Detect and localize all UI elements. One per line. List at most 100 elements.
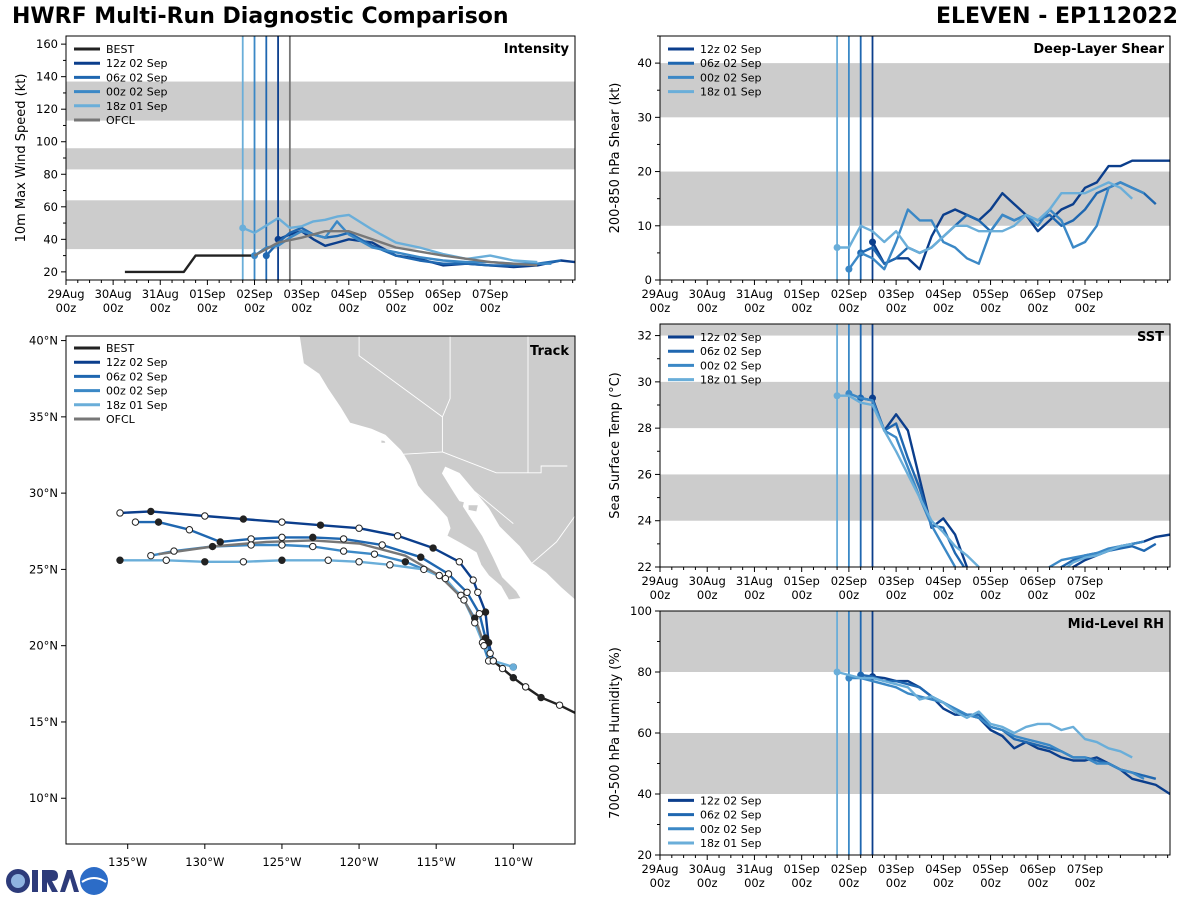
intensity-ytick-label: 100 bbox=[36, 135, 58, 149]
intensity-xtick-label: 02Sep 00z bbox=[236, 287, 272, 315]
intensity-band-0 bbox=[66, 200, 575, 250]
intensity-xtick-label-date: 31Aug bbox=[142, 287, 179, 301]
sst-xtick-label-hour: 00z bbox=[697, 588, 718, 602]
sst-series-00z-02-sep bbox=[848, 392, 1145, 567]
track-point-12z-02-sep bbox=[278, 518, 286, 526]
intensity-ylabel: 10m Max Wind Speed (kt) bbox=[14, 74, 29, 243]
cira-logo bbox=[6, 867, 108, 895]
sst-ytick-label: 32 bbox=[637, 329, 652, 343]
track-ytick-label: 30°N bbox=[29, 486, 58, 500]
intensity-xtick-label-hour: 00z bbox=[338, 301, 359, 315]
intensity-xtick-label: 30Aug 00z bbox=[95, 287, 132, 315]
shear-xtick-label: 30Aug 00z bbox=[689, 287, 726, 315]
shear-init-marker-18z-01-sep bbox=[833, 243, 841, 251]
track-panel: 10°N 15°N 20°N 25°N 30°N 35°N 40°N 135°W 130°W 12… bbox=[29, 334, 576, 869]
track-point-12z-02-sep bbox=[201, 512, 209, 520]
sst-xtick-label: 06Sep 00z bbox=[1020, 574, 1056, 602]
sst-xtick-label: 29Aug 00z bbox=[641, 574, 678, 602]
sst-init-marker-18z-01-sep bbox=[833, 392, 841, 400]
boundary-line-5 bbox=[474, 491, 514, 524]
shear-ytick-label: 10 bbox=[637, 219, 652, 233]
intensity-series-best bbox=[124, 254, 255, 274]
intensity-xtick-label: 05Sep 00z bbox=[378, 287, 414, 315]
shear-xtick-label-hour: 00z bbox=[1027, 301, 1048, 315]
intensity-xtick-label-date: 29Aug bbox=[47, 287, 84, 301]
rh-xtick-label-hour: 00z bbox=[1075, 876, 1096, 890]
track-point-18z-01-sep bbox=[471, 619, 479, 627]
legend-label-ofcl: OFCL bbox=[106, 413, 136, 426]
track-point-12z-02-sep bbox=[469, 576, 477, 584]
sst-xtick-label-date: 01Sep bbox=[784, 574, 820, 588]
intensity-band-1 bbox=[66, 148, 575, 170]
sst-ytick-label: 22 bbox=[637, 560, 652, 574]
rh-xtick-label-hour: 00z bbox=[886, 876, 907, 890]
shear-xtick-label-date: 30Aug bbox=[689, 287, 726, 301]
track-xtick-label: 125°W bbox=[262, 855, 301, 869]
sst-xtick-label-hour: 00z bbox=[839, 588, 860, 602]
shear-xtick-label-date: 06Sep bbox=[1020, 287, 1056, 301]
shear-xtick-label-hour: 00z bbox=[933, 301, 954, 315]
intensity-xtick-label-hour: 00z bbox=[386, 301, 407, 315]
shear-init-marker-12z-02-sep bbox=[869, 238, 876, 246]
rh-title: Mid-Level RH bbox=[1068, 617, 1164, 632]
shear-band-1 bbox=[660, 63, 1170, 118]
sst-xtick-label-hour: 00z bbox=[980, 588, 1001, 602]
track-ofcl bbox=[158, 539, 487, 650]
sst-xtick-label-hour: 00z bbox=[650, 588, 671, 602]
track-xtick-label: 135°W bbox=[108, 855, 147, 869]
rh-plot-area bbox=[660, 611, 1170, 855]
shear-xtick-label-hour: 00z bbox=[980, 301, 1001, 315]
sst-xtick-label-date: 07Sep bbox=[1067, 574, 1103, 588]
sst-xtick-label: 31Aug 00z bbox=[736, 574, 773, 602]
sst-xtick-label: 01Sep 00z bbox=[784, 574, 820, 602]
track-point-12z-02-sep bbox=[455, 558, 464, 566]
boundary-line-2 bbox=[442, 451, 568, 474]
sst-ytick-label: 24 bbox=[637, 514, 652, 528]
intensity-xtick-label-date: 01Sep bbox=[189, 287, 225, 301]
rh-xtick-label-hour: 00z bbox=[744, 876, 765, 890]
rh-xtick-label-date: 31Aug bbox=[736, 862, 773, 876]
shear-xtick-label-date: 29Aug bbox=[641, 287, 678, 301]
rh-xtick-label: 06Sep 00z bbox=[1020, 862, 1056, 890]
track-point-18z-01-sep bbox=[480, 641, 488, 650]
shear-xtick-label-date: 02Sep bbox=[831, 287, 867, 301]
legend-label-06z-02-sep: 06z 02 Sep bbox=[106, 370, 168, 383]
track-point-18z-01-sep bbox=[324, 556, 332, 564]
land-island-tiburon bbox=[468, 505, 478, 512]
sst-xtick-label-date: 04Sep bbox=[925, 574, 961, 588]
rh-band-0 bbox=[660, 733, 1170, 794]
sst-xtick-label: 07Sep 00z bbox=[1067, 574, 1103, 602]
legend-label-12z-02-sep: 12z 02 Sep bbox=[700, 794, 762, 807]
rh-xtick-label-hour: 00z bbox=[839, 876, 860, 890]
land-island-catalina bbox=[381, 440, 386, 443]
shear-xtick-label: 03Sep 00z bbox=[878, 287, 914, 315]
shear-xtick-label-hour: 00z bbox=[839, 301, 860, 315]
shear-init-marker-00z-02-sep bbox=[845, 265, 853, 273]
intensity-series-18z-01-sep bbox=[242, 213, 538, 264]
track-point-18z-01-sep bbox=[278, 556, 286, 564]
track-xtick-label: 110°W bbox=[494, 855, 533, 869]
intensity-ytick-label: 120 bbox=[36, 102, 58, 116]
track-point-00z-02-sep bbox=[208, 542, 217, 551]
sst-xtick-label-hour: 00z bbox=[791, 588, 812, 602]
sst-xtick-label-date: 02Sep bbox=[831, 574, 867, 588]
rh-xtick-label-date: 29Aug bbox=[641, 862, 678, 876]
rh-xtick-label: 29Aug 00z bbox=[641, 862, 678, 890]
track-xtick-label: 115°W bbox=[417, 855, 456, 869]
track-point-00z-02-sep bbox=[247, 541, 255, 549]
rh-xtick-label: 02Sep 00z bbox=[831, 862, 867, 890]
track-ytick-label: 15°N bbox=[29, 715, 58, 729]
sst-xtick-label-date: 31Aug bbox=[736, 574, 773, 588]
track-point-12z-02-sep bbox=[355, 524, 363, 532]
rh-xtick-label-date: 03Sep bbox=[878, 862, 914, 876]
track-point-00z-02-sep bbox=[370, 550, 379, 558]
sst-band-0 bbox=[660, 474, 1170, 521]
sst-title: SST bbox=[1137, 330, 1164, 345]
shear-xtick-label: 02Sep 00z bbox=[831, 287, 867, 315]
shear-xtick-label-hour: 00z bbox=[744, 301, 765, 315]
track-frame bbox=[65, 335, 576, 845]
intensity-xtick-label: 03Sep 00z bbox=[283, 287, 319, 315]
shear-plot-area bbox=[660, 36, 1170, 280]
intensity-xtick-label: 06Sep 00z bbox=[425, 287, 461, 315]
